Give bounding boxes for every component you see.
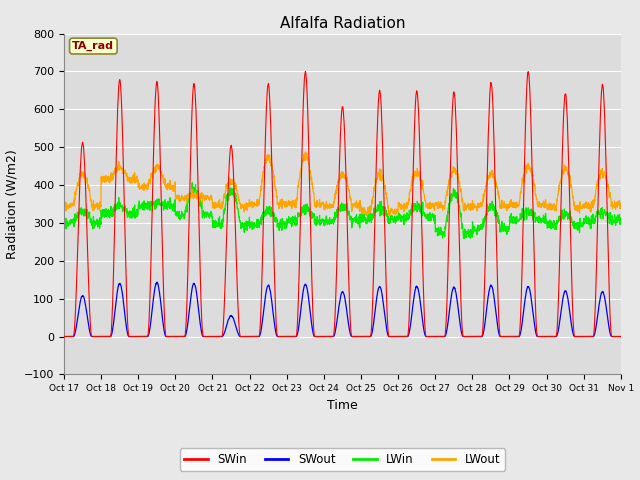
LWin — [359, 216, 367, 221]
LWout — [617, 201, 625, 206]
LWout — [359, 208, 367, 214]
SWout — [359, 334, 367, 339]
Title: Alfalfa Radiation: Alfalfa Radiation — [280, 16, 405, 31]
SWout — [568, 324, 575, 330]
LWout — [60, 200, 68, 206]
LWin — [371, 208, 379, 214]
LWin — [60, 217, 68, 223]
LWout — [584, 205, 591, 211]
SWout — [371, 311, 379, 317]
Line: LWin: LWin — [64, 183, 621, 239]
LWin — [617, 215, 625, 221]
LWin — [216, 214, 223, 220]
SWin — [568, 282, 575, 288]
LWin — [505, 228, 513, 234]
LWout — [363, 213, 371, 218]
X-axis label: Time: Time — [327, 399, 358, 412]
LWout — [371, 183, 379, 189]
SWout — [504, 334, 512, 339]
LWin — [460, 236, 468, 241]
LWout — [301, 149, 309, 155]
Line: SWout: SWout — [64, 282, 621, 336]
LWin — [188, 180, 196, 186]
SWout — [153, 279, 161, 285]
LWout — [505, 205, 513, 211]
SWin — [584, 334, 591, 339]
SWout — [60, 334, 68, 339]
Text: TA_rad: TA_rad — [72, 41, 115, 51]
Line: LWout: LWout — [64, 152, 621, 216]
SWin — [60, 334, 68, 339]
SWout — [617, 334, 625, 339]
Y-axis label: Radiation (W/m2): Radiation (W/m2) — [5, 149, 19, 259]
Line: SWin: SWin — [64, 72, 621, 336]
SWout — [584, 334, 591, 339]
SWin — [301, 69, 309, 74]
SWin — [216, 334, 223, 339]
SWout — [216, 334, 223, 339]
SWin — [359, 334, 367, 339]
SWin — [617, 334, 625, 339]
SWin — [371, 221, 379, 227]
SWin — [504, 334, 512, 339]
LWin — [584, 221, 591, 227]
LWout — [216, 203, 223, 208]
LWout — [568, 190, 576, 195]
LWin — [568, 219, 576, 225]
Legend: SWin, SWout, LWin, LWout: SWin, SWout, LWin, LWout — [180, 448, 505, 471]
